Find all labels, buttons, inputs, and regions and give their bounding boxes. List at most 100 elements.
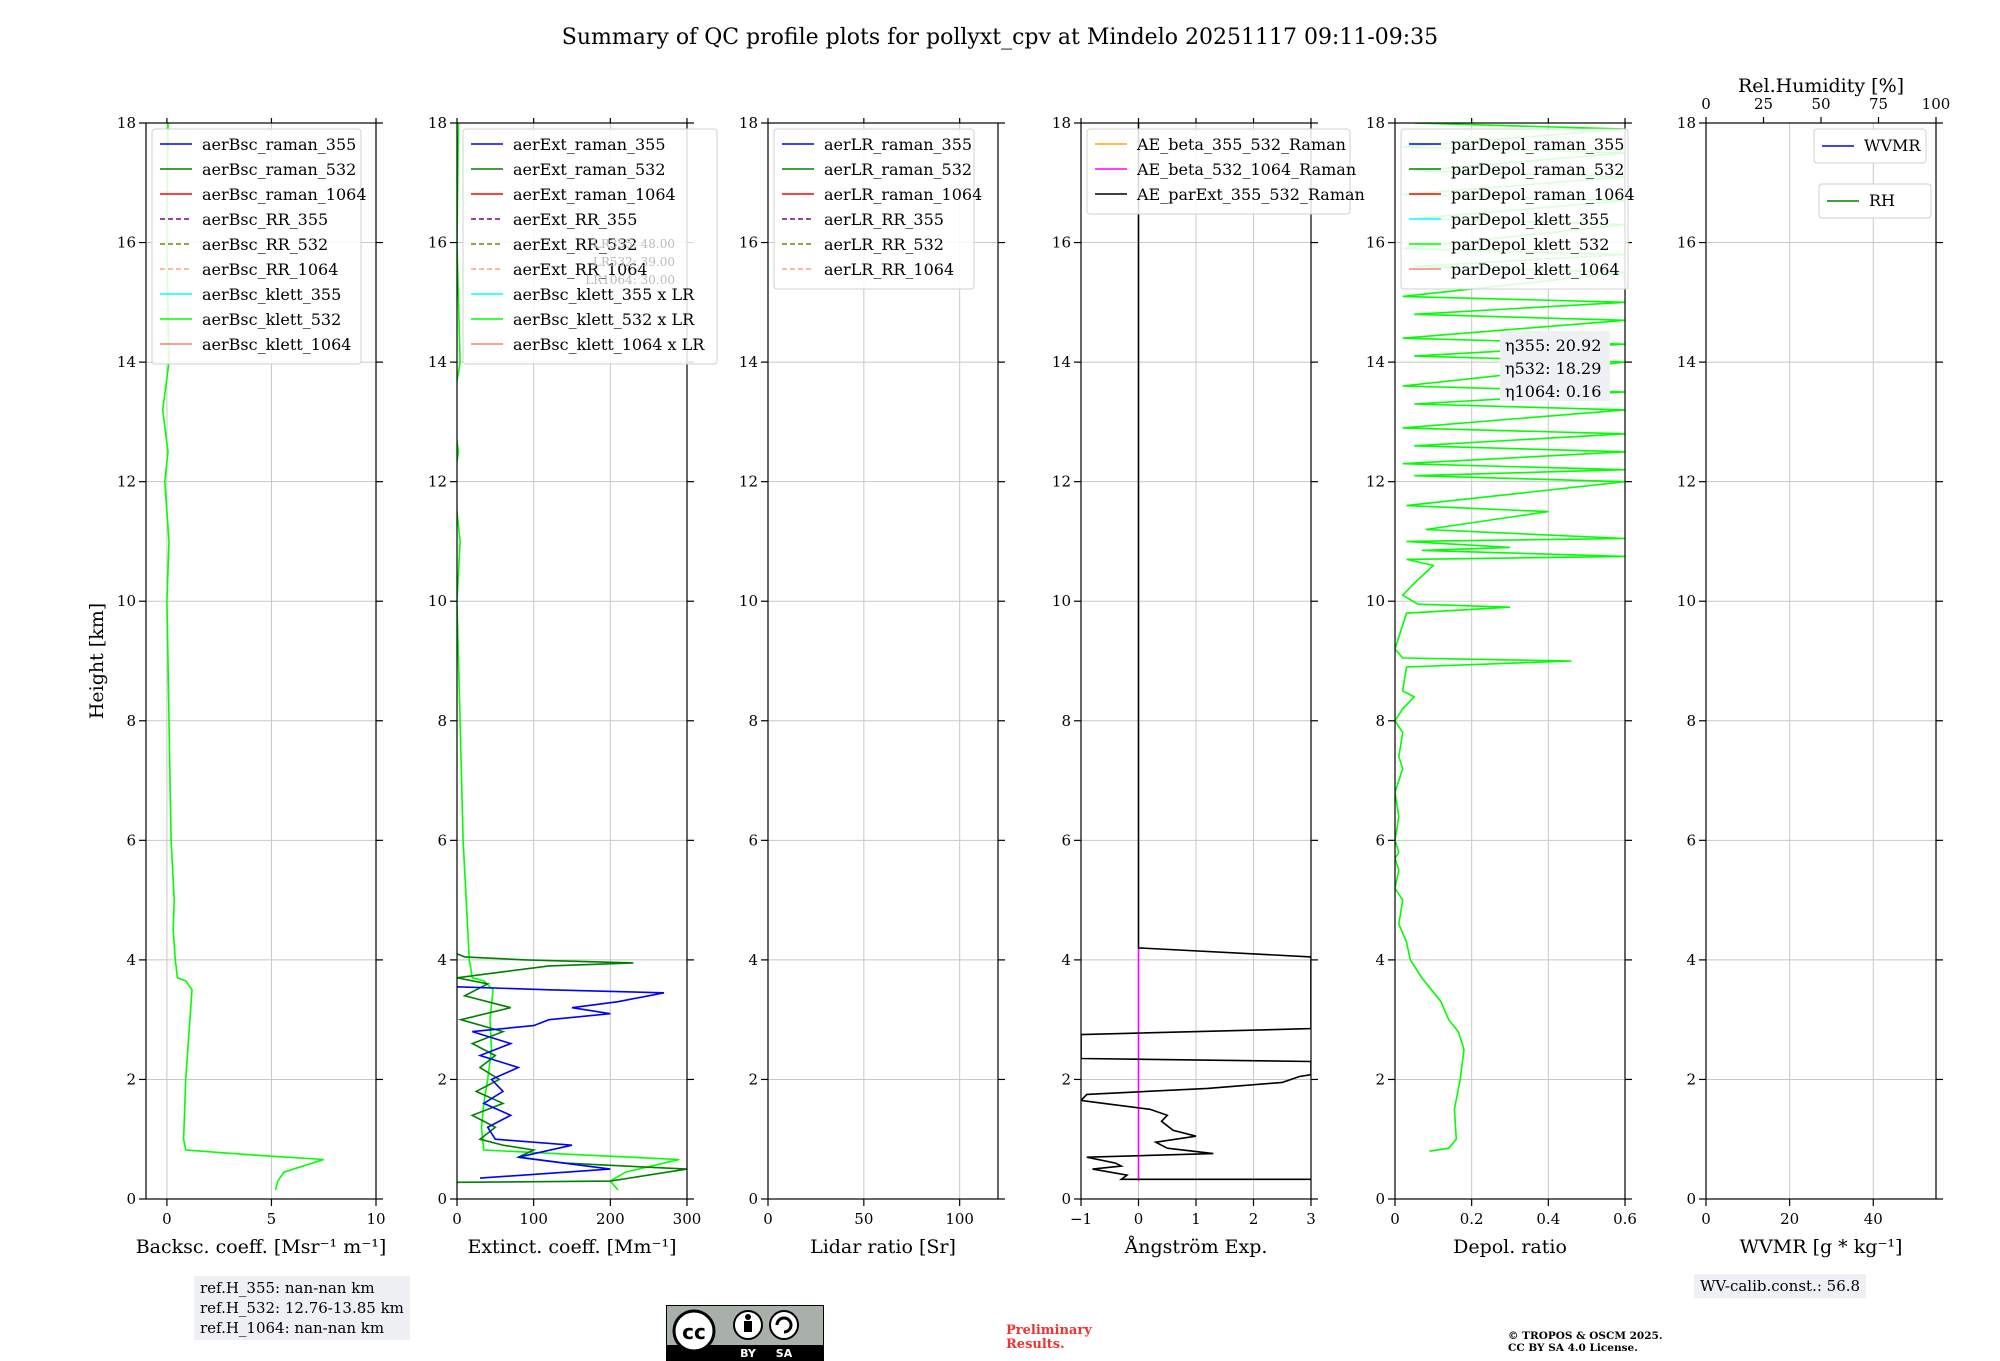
by-badge-text: BY xyxy=(740,1347,757,1360)
y-tick-label: 0 xyxy=(437,1190,447,1208)
series-line-aerBsc_klett_532 xyxy=(161,123,324,1191)
legend-box xyxy=(773,128,975,290)
sa-badge-text: SA xyxy=(776,1347,793,1360)
eta-annotation: η355: 20.92 xyxy=(1505,336,1601,355)
legend-label: parDepol_raman_532 xyxy=(1451,160,1624,179)
series-line-aerBsc_klett_532 x LR xyxy=(457,123,680,1191)
x-tick-label: 200 xyxy=(596,1210,625,1228)
y-tick-label: 6 xyxy=(1375,831,1385,849)
y-tick-label: 2 xyxy=(1375,1070,1385,1088)
y-tick-label: 18 xyxy=(117,114,136,132)
top-x-tick-label: 25 xyxy=(1754,95,1773,113)
legend-box xyxy=(1818,183,1932,219)
wv-calibration-box: WV-calib.const.: 56.8 xyxy=(1694,1274,1867,1298)
x-tick-label: 0 xyxy=(162,1210,172,1228)
x-tick-label: 0 xyxy=(1134,1210,1144,1228)
figure-title: Summary of QC profile plots for pollyxt_… xyxy=(562,25,1438,50)
legend-label: aerBsc_klett_1064 x LR xyxy=(513,335,705,354)
y-tick-label: 4 xyxy=(1061,951,1071,969)
y-tick-label: 0 xyxy=(748,1190,758,1208)
plot-frame xyxy=(767,122,999,1200)
y-tick-label: 12 xyxy=(739,473,758,491)
y-tick-label: 16 xyxy=(739,234,758,252)
top-x-tick-label: 100 xyxy=(1922,95,1951,113)
x-tick-label: 5 xyxy=(267,1210,277,1228)
y-tick-label: 12 xyxy=(1677,473,1696,491)
y-tick-label: 14 xyxy=(1052,353,1071,371)
cc-badge-text: cc xyxy=(682,1320,706,1344)
ref-h1064-text: ref.H_1064: nan-nan km xyxy=(200,1319,385,1337)
plot-frame xyxy=(145,122,377,1200)
panel-dep xyxy=(1388,118,1632,1206)
y-tick-label: 6 xyxy=(437,831,447,849)
y-tick-label: 14 xyxy=(117,353,136,371)
credit-line2: CC BY SA 4.0 License. xyxy=(1508,1342,1638,1354)
panel-ae xyxy=(1074,118,1351,1206)
share-alike-icon xyxy=(769,1310,799,1340)
y-tick-label: 6 xyxy=(1686,831,1696,849)
x-tick-label: 1 xyxy=(1191,1210,1201,1228)
x-tick-label: 100 xyxy=(519,1210,548,1228)
legend-label: aerBsc_klett_532 xyxy=(202,310,341,329)
panel-ext xyxy=(450,118,718,1206)
y-tick-label: 8 xyxy=(1061,712,1071,730)
y-tick-label: 16 xyxy=(428,234,447,252)
y-tick-label: 16 xyxy=(117,234,136,252)
legend-label: aerLR_raman_1064 xyxy=(824,185,982,204)
legend-label: aerBsc_klett_355 xyxy=(202,285,341,304)
x-axis-label: Depol. ratio xyxy=(1453,1236,1567,1258)
y-tick-label: 2 xyxy=(748,1070,758,1088)
y-tick-label: 0 xyxy=(1061,1190,1071,1208)
y-axis-label: Height [km] xyxy=(86,603,108,719)
y-tick-label: 8 xyxy=(126,712,136,730)
preliminary-line1: Preliminary xyxy=(1006,1323,1092,1338)
legend-label: aerLR_raman_532 xyxy=(824,160,972,179)
y-tick-label: 18 xyxy=(428,114,447,132)
x-tick-label: 50 xyxy=(854,1210,873,1228)
legend-label: aerBsc_klett_532 x LR xyxy=(513,310,695,329)
y-tick-label: 4 xyxy=(1686,951,1696,969)
legend-label: parDepol_raman_355 xyxy=(1451,135,1624,154)
lidar-ratio-annotation: LR532: 39.00 xyxy=(593,255,675,269)
x-tick-label: 300 xyxy=(673,1210,702,1228)
legend-label: aerExt_raman_1064 xyxy=(513,185,676,204)
legend-label: RH xyxy=(1869,191,1895,210)
legend-label: parDepol_raman_1064 xyxy=(1451,185,1635,204)
series-line-aerExt_raman_355 xyxy=(457,986,665,1179)
legend-label: aerBsc_RR_1064 xyxy=(202,260,338,279)
y-tick-label: 18 xyxy=(1052,114,1071,132)
legend-label: aerExt_RR_1064 xyxy=(513,260,648,279)
y-tick-label: 14 xyxy=(1366,353,1385,371)
y-tick-label: 0 xyxy=(1375,1190,1385,1208)
y-tick-label: 0 xyxy=(126,1190,136,1208)
legend-label: aerExt_RR_532 xyxy=(513,235,637,254)
wv-calib-text: WV-calib.const.: 56.8 xyxy=(1700,1277,1861,1295)
y-tick-label: 10 xyxy=(117,592,136,610)
legend-label: AE_beta_355_532_Raman xyxy=(1136,135,1346,154)
legend-label: aerBsc_raman_355 xyxy=(202,135,356,154)
x-tick-label: 10 xyxy=(366,1210,385,1228)
series-line-AE_parExt_355_532_Raman xyxy=(1081,123,1311,1181)
x-tick-label: 0.6 xyxy=(1613,1210,1637,1228)
credit-line1: © TROPOS & OSCM 2025. xyxy=(1508,1330,1663,1342)
y-tick-label: 0 xyxy=(1686,1190,1696,1208)
eta-annotation: η532: 18.29 xyxy=(1505,359,1601,378)
y-tick-label: 18 xyxy=(1677,114,1696,132)
legend-label: aerLR_raman_355 xyxy=(824,135,972,154)
x-tick-label: 40 xyxy=(1864,1210,1883,1228)
ref-h532-text: ref.H_532: 12.76-13.85 km xyxy=(200,1299,404,1317)
legend-label: aerBsc_RR_532 xyxy=(202,235,328,254)
cc-license-badge: cc BY SA xyxy=(666,1305,824,1361)
copyright-credit: © TROPOS & OSCM 2025. CC BY SA 4.0 Licen… xyxy=(1508,1330,1663,1354)
legend-box xyxy=(151,128,362,365)
y-tick-label: 2 xyxy=(1061,1070,1071,1088)
x-axis-label: Lidar ratio [Sr] xyxy=(810,1236,956,1258)
legend-label: aerLR_RR_1064 xyxy=(824,260,954,279)
top-x-tick-label: 50 xyxy=(1811,95,1830,113)
y-tick-label: 18 xyxy=(1366,114,1385,132)
plot-frame xyxy=(1394,122,1626,1200)
y-tick-label: 12 xyxy=(1052,473,1071,491)
x-axis-label: WVMR [g * kg⁻¹] xyxy=(1740,1236,1903,1258)
legend-label: WVMR xyxy=(1864,136,1921,155)
